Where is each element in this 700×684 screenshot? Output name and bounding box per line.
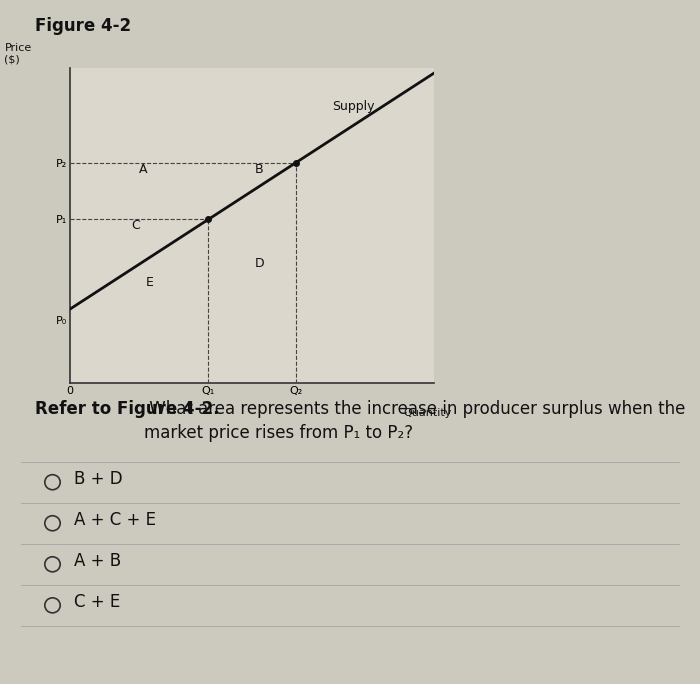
Text: C + E: C + E (74, 593, 120, 611)
Text: B: B (255, 163, 264, 176)
Text: Refer to Figure 4-2.: Refer to Figure 4-2. (35, 400, 220, 418)
Text: E: E (146, 276, 154, 289)
Text: B + D: B + D (74, 470, 122, 488)
Text: D: D (255, 257, 264, 270)
Text: A: A (139, 163, 147, 176)
Text: Price
($): Price ($) (4, 43, 32, 65)
Text: C: C (131, 219, 140, 233)
Text: A + C + E: A + C + E (74, 511, 155, 529)
Text: What area represents the increase in producer surplus when the
market price rise: What area represents the increase in pro… (144, 400, 685, 442)
Text: A + B: A + B (74, 552, 120, 570)
Text: Figure 4-2: Figure 4-2 (35, 17, 131, 35)
Text: Quantity: Quantity (404, 408, 452, 418)
Text: Supply: Supply (332, 100, 375, 113)
